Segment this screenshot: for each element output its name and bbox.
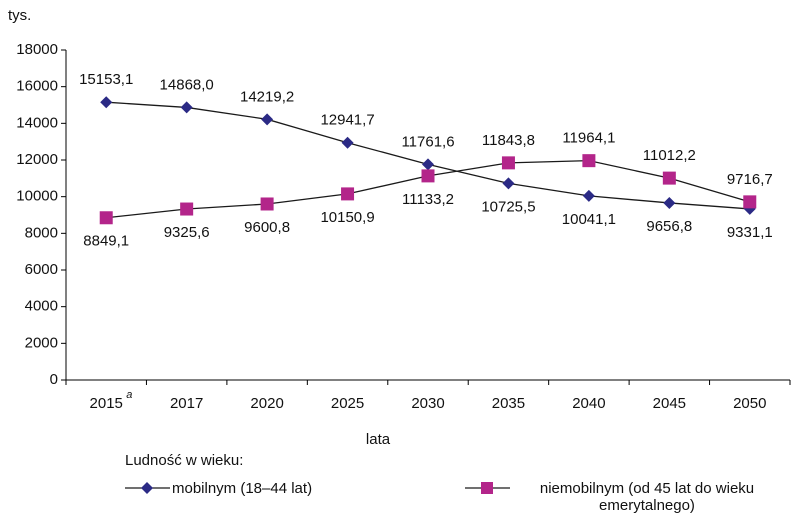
y-tick-label: 0 (50, 371, 58, 388)
data-label: 8849,1 (83, 233, 129, 250)
marker (260, 197, 274, 211)
x-tick-label: 2025 (331, 395, 364, 412)
y-tick-label: 10000 (16, 188, 58, 205)
legend-marker (481, 482, 493, 494)
y-tick-label: 4000 (25, 298, 58, 315)
marker (662, 171, 676, 185)
y-tick-label: 18000 (16, 41, 58, 58)
category-note: a (126, 389, 132, 401)
x-tick-label: 2035 (492, 395, 525, 412)
data-label: 11133,2 (402, 191, 454, 208)
data-label: 9325,6 (164, 224, 210, 241)
marker (180, 202, 194, 216)
x-tick-label: 2015 (90, 395, 123, 412)
marker (341, 136, 354, 149)
y-tick-label: 14000 (16, 114, 58, 131)
data-label: 9331,1 (727, 224, 773, 241)
marker (341, 187, 355, 201)
data-label: 10725,5 (481, 198, 535, 215)
legend-title: Ludność w wieku: (125, 452, 243, 469)
y-tick-label: 12000 (16, 151, 58, 168)
x-tick-label: 2045 (653, 395, 686, 412)
data-label: 9656,8 (646, 218, 692, 235)
legend-label: mobilnym (18–44 lat) (172, 480, 313, 497)
data-label: 15153,1 (79, 71, 133, 88)
x-tick-label: 2030 (411, 395, 444, 412)
x-tick-label: 2017 (170, 395, 203, 412)
data-label: 10150,9 (320, 209, 374, 226)
marker (422, 158, 434, 171)
data-label: 12941,7 (320, 112, 374, 129)
marker (502, 177, 515, 190)
x-axis-label: lata (366, 431, 391, 448)
marker (99, 211, 113, 225)
x-tick-label: 2040 (572, 395, 605, 412)
marker (743, 195, 757, 209)
marker (582, 154, 596, 168)
data-label: 9716,7 (727, 171, 773, 188)
y-tick-label: 8000 (25, 224, 58, 241)
marker (663, 196, 676, 209)
data-label: 10041,1 (562, 211, 616, 228)
data-label: 14868,0 (160, 76, 214, 93)
y-tick-label: 2000 (25, 334, 58, 351)
y-tick-label: 6000 (25, 261, 58, 278)
y-unit: tys. (8, 7, 31, 24)
marker (582, 189, 595, 202)
marker (421, 169, 435, 183)
data-label: 11012,2 (643, 147, 696, 164)
data-label: 9600,8 (244, 219, 290, 236)
x-tick-label: 2050 (733, 395, 766, 412)
y-tick-label: 16000 (16, 78, 58, 95)
legend-label: niemobilnym (od 45 lat do wieku emerytal… (539, 480, 755, 514)
marker (261, 113, 274, 126)
marker (100, 96, 113, 109)
marker (180, 101, 193, 114)
data-label: 14219,2 (240, 88, 294, 105)
legend-marker (141, 482, 153, 494)
data-label: 11843,8 (482, 132, 535, 149)
marker (501, 156, 515, 170)
data-label: 11964,1 (562, 130, 615, 147)
data-label: 11761,6 (401, 133, 454, 150)
x-tick-label: 2020 (250, 395, 283, 412)
